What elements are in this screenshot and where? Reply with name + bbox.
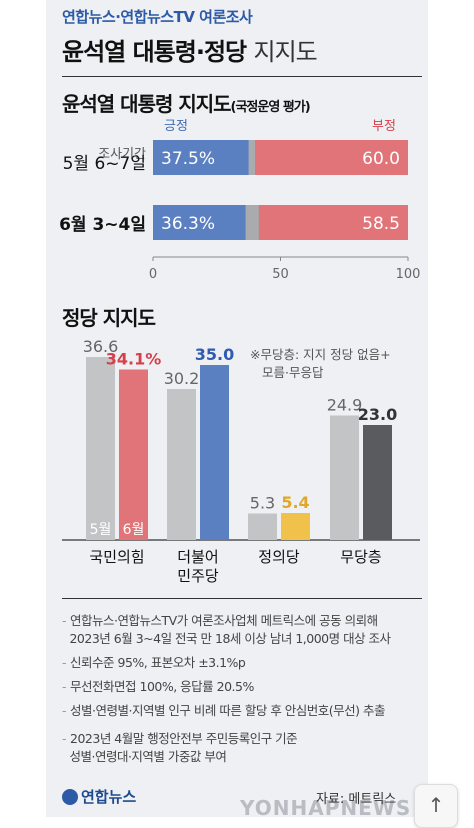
arrow-up-icon: ↑ — [427, 793, 445, 817]
footnote-line: - 연합뉴스·연합뉴스TV가 여론조사업체 메트릭스에 공동 의뢰해 — [62, 612, 378, 630]
dash-icon: - — [62, 655, 67, 670]
bar-june — [200, 365, 229, 540]
legend-negative: 부정 — [372, 119, 396, 134]
x-tick-label: 0 — [149, 267, 157, 282]
bar-may — [248, 513, 277, 540]
title-light: 지지도 — [253, 38, 317, 66]
x-tick-label: 100 — [396, 267, 421, 282]
watermark: YONHAPNEWS — [240, 796, 412, 820]
header-subtitle: 연합뉴스·연합뉴스TV 여론조사 — [62, 8, 253, 26]
value-june: 23.0 — [358, 405, 397, 424]
title-bold: 윤석열 대통령·정당 — [62, 38, 247, 66]
approval-subtitle: (국정운영 평가) — [230, 100, 311, 115]
footnote-text: 무선전화면접 100%, 응답률 20.5% — [70, 679, 254, 694]
party-note-line: ※무당층: 지지 정당 없음+ — [250, 347, 391, 362]
category-label: 민주당 — [177, 567, 219, 585]
party-note: ※무당층: 지지 정당 없음+ 모름·무응답 — [250, 346, 391, 382]
logo-text: 연합뉴스 — [81, 788, 137, 806]
dash-icon: - — [62, 679, 67, 694]
yonhap-logo: 연합뉴스 — [62, 786, 136, 807]
category-label: 더불어 — [177, 548, 218, 566]
footnote-line: - 무선전화면접 100%, 응답률 20.5% — [62, 678, 254, 696]
dash-icon: - — [62, 731, 67, 746]
bar-june — [363, 425, 392, 540]
value-may: 36.6 — [83, 337, 119, 356]
bar-label-june: 6월 — [123, 522, 145, 538]
value-june: 35.0 — [195, 345, 234, 364]
footnote-line: 2023년 6월 3~4일 전국 만 18세 이상 남녀 1,000명 대상 조… — [62, 630, 391, 648]
footnote-line: - 신뢰수준 95%, 표본오차 ±3.1%p — [62, 654, 246, 672]
footnote-text: 신뢰수준 95%, 표본오차 ±3.1%p — [70, 655, 246, 670]
value-june: 5.4 — [281, 493, 309, 512]
footnote-text: 성별·연령대·지역별 가중값 부여 — [69, 749, 227, 764]
category-label: 국민의힘 — [89, 548, 144, 566]
bar-may — [330, 415, 359, 540]
party-note-line: 모름·무응답 — [262, 365, 324, 380]
bar-may — [167, 389, 196, 540]
dash-icon: - — [62, 613, 67, 628]
bar-label-may: 5월 — [90, 522, 112, 538]
period-label: 조사기간 — [98, 147, 146, 162]
dash-icon — [62, 631, 65, 646]
approval-title: 윤석열 대통령 지지도(국정운영 평가) — [62, 88, 311, 117]
bar-negative — [258, 205, 408, 240]
bar-positive — [153, 205, 246, 240]
page-title: 윤석열 대통령·정당 지지도 — [62, 32, 318, 67]
dash-icon — [62, 749, 65, 764]
footnote-text: 연합뉴스·연합뉴스TV가 여론조사업체 메트릭스에 공동 의뢰해 — [70, 613, 378, 628]
value-negative: 60.0 — [362, 149, 400, 169]
bar-positive — [153, 140, 249, 175]
divider — [62, 76, 422, 77]
bar-june — [119, 369, 148, 540]
footnote-line: -2023년 4월말 행정안전부 주민등록인구 기준 — [62, 730, 298, 748]
value-may: 24.9 — [327, 396, 363, 415]
legend-positive: 긍정 — [164, 119, 188, 134]
category-label: 무당층 — [340, 548, 381, 566]
source-credit: 자료: 메트릭스 — [316, 792, 397, 807]
value-may: 5.3 — [250, 494, 275, 513]
value-may: 30.2 — [164, 369, 200, 388]
bar-may — [86, 357, 115, 540]
category-label: 6월 3~4일 — [59, 215, 146, 235]
category-label: 5월 6~7일 — [63, 154, 146, 174]
bar-negative — [255, 140, 408, 175]
footnote-line: 성별·연령대·지역별 가중값 부여 — [62, 748, 226, 766]
footnote-line: - 성별·연령별·지역별 인구 비례 따른 할당 후 안심번호(무선) 추출 — [62, 702, 386, 720]
footnote-text: 2023년 4월말 행정안전부 주민등록인구 기준 — [70, 731, 298, 746]
dash-icon: - — [62, 703, 67, 718]
approval-title-text: 윤석열 대통령 지지도 — [62, 92, 232, 116]
party-title: 정당 지지도 — [62, 306, 156, 330]
value-june: 34.1% — [106, 350, 162, 369]
value-positive: 37.5% — [161, 149, 215, 169]
footnote-text: 성별·연령별·지역별 인구 비례 따른 할당 후 안심번호(무선) 추출 — [70, 703, 386, 718]
scroll-to-top-button[interactable]: ↑ — [414, 784, 458, 828]
bar-june — [281, 513, 310, 540]
x-tick-label: 50 — [272, 267, 289, 282]
category-label: 정의당 — [258, 548, 300, 566]
value-negative: 58.5 — [362, 214, 400, 234]
globe-icon — [62, 789, 78, 805]
value-positive: 36.3% — [161, 214, 215, 234]
divider — [62, 598, 422, 599]
footnote-text: 2023년 6월 3~4일 전국 만 18세 이상 남녀 1,000명 대상 조… — [69, 631, 391, 646]
